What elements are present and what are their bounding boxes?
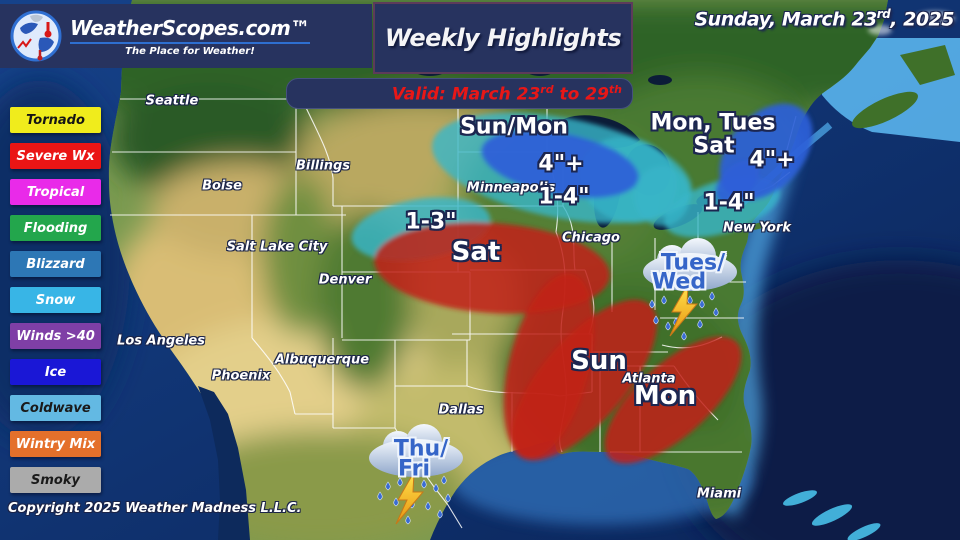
city-label-albuquerque: Albuquerque <box>274 352 370 368</box>
page-title: Weekly Highlights <box>384 24 622 52</box>
city-label-boise: Boise <box>202 178 242 194</box>
annotation-4plus-west: 4"+ <box>538 151 584 177</box>
hazard-legend: Tornado Severe Wx Tropical Flooding Bliz… <box>10 107 101 493</box>
brand-tagline: The Place for Weather! <box>125 45 255 57</box>
storm-label-tues: Tues/ <box>660 250 726 276</box>
storm-icon-thu-fri <box>369 424 463 525</box>
gulf-of-california <box>198 386 250 540</box>
legend-item-severe-wx: Severe Wx <box>10 143 101 169</box>
city-label-salt-lake-city: Salt Lake City <box>226 239 328 255</box>
brand-logo-box: WeatherScopes.com™ The Place for Weather… <box>0 4 372 68</box>
storm-icon-tues-wed <box>643 238 737 341</box>
storm-label-fri: Fri <box>397 456 431 482</box>
storm-label-wed: Wed <box>651 269 707 295</box>
city-label-phoenix: Phoenix <box>211 368 271 384</box>
legend-item-coldwave: Coldwave <box>10 395 101 421</box>
city-label-dallas: Dallas <box>438 402 484 418</box>
valid-range-text: Valid: March 23rd to 29th <box>391 82 622 105</box>
legend-item-wintry-mix: Wintry Mix <box>10 431 101 457</box>
current-date: Sunday, March 23rd, 2025 <box>694 7 955 31</box>
annotation-1-4-northeast: 1-4" <box>703 190 755 216</box>
cloud-icon <box>369 424 463 477</box>
globe-weather-icon <box>10 10 62 62</box>
lightning-icon <box>395 471 425 525</box>
city-label-atlanta: Atlanta <box>622 371 676 387</box>
city-label-seattle: Seattle <box>145 93 199 109</box>
annotation-4plus-northeast: 4"+ <box>749 147 795 173</box>
long-island <box>745 221 771 231</box>
legend-item-tropical: Tropical <box>10 179 101 205</box>
nova-scotia <box>852 91 918 129</box>
city-label-new-york: New York <box>723 220 791 236</box>
city-label-miami: Miami <box>696 486 742 502</box>
city-label-los-angeles: Los Angeles <box>117 333 205 349</box>
city-label-billings: Billings <box>295 158 351 174</box>
valid-range-bar: Valid: March 23rd to 29th <box>286 78 633 109</box>
annotation-sat-northeast: Sat <box>693 133 735 159</box>
annotation-sat-central: Sat <box>451 237 501 267</box>
annotation-mon-south: Mon <box>633 381 697 411</box>
legend-item-tornado: Tornado <box>10 107 101 133</box>
copyright-notice: Copyright 2025 Weather Madness L.L.C. <box>8 501 302 516</box>
legend-item-snow: Snow <box>10 287 101 313</box>
annotation-1-3-west: 1-3" <box>405 209 457 235</box>
severe-area-monday <box>604 336 742 464</box>
annotation-sun-south: Sun <box>571 346 627 376</box>
severe-area-sunday <box>511 299 657 461</box>
annotation-mon-tues: Mon, Tues <box>650 110 776 136</box>
newfoundland <box>900 45 955 85</box>
city-label-chicago: Chicago <box>562 230 620 246</box>
legend-item-flooding: Flooding <box>10 215 101 241</box>
legend-item-ice: Ice <box>10 359 101 385</box>
snow-4plus-arm-northeast <box>715 160 759 204</box>
storm-label-thu: Thu/ <box>393 436 449 462</box>
cloud-icon <box>643 238 737 291</box>
legend-item-winds: Winds >40 <box>10 323 101 349</box>
annotation-1-4-west: 1-4" <box>538 184 590 210</box>
page-title-box: Weekly Highlights <box>373 2 633 74</box>
quebec-snow-patches <box>868 11 955 35</box>
snow-4plus-area-midwest <box>481 129 639 199</box>
brand-title: WeatherScopes.com™ <box>70 16 310 44</box>
legend-item-blizzard: Blizzard <box>10 251 101 277</box>
legend-item-smoky: Smoky <box>10 467 101 493</box>
bahamas-banks <box>782 490 881 540</box>
lightning-icon <box>669 283 699 337</box>
annotation-sun-mon: Sun/Mon <box>460 114 568 140</box>
city-label-minneapolis: Minneapolis <box>466 180 556 196</box>
city-label-denver: Denver <box>318 272 372 288</box>
